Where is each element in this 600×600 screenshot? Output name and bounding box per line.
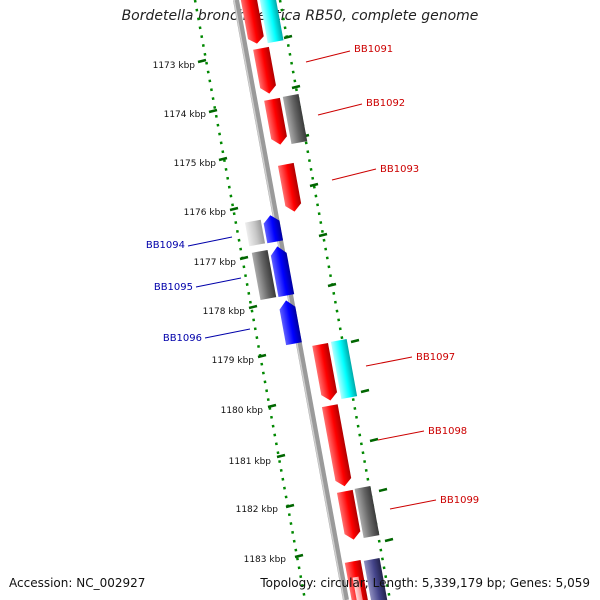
gene-BB1098[interactable] — [321, 404, 353, 488]
right-track-tick — [369, 437, 379, 443]
right-track-tick — [318, 232, 328, 238]
gene-BB1096[interactable] — [278, 299, 302, 346]
scale-tick-label: 1182 kbp — [236, 505, 279, 515]
hit-cyan-partial[interactable] — [258, 0, 284, 44]
right-track-tick — [350, 338, 360, 344]
features — [239, 0, 389, 600]
hit-lightgray-BB1094[interactable] — [244, 219, 266, 247]
gene-label-BB1098[interactable]: BB1098 — [428, 426, 467, 437]
gene-BB1091[interactable] — [253, 46, 277, 95]
leader-line — [305, 50, 351, 63]
scale-tick-label: 1174 kbp — [164, 110, 207, 120]
scale-tick-mark — [276, 453, 286, 459]
forward-gene-labels: BB1091 BB1092 BB1093 BB1097 BB1098 BB109… — [305, 44, 479, 510]
gene-BB1099[interactable] — [336, 489, 362, 541]
scale-tick-mark — [257, 353, 267, 359]
gene-label-BB1097[interactable]: BB1097 — [416, 352, 455, 363]
scale-tick-mark — [197, 58, 207, 64]
hit-gray-BB1095[interactable] — [251, 249, 277, 301]
scale-tick-label: 1180 kbp — [221, 406, 264, 416]
leader-line — [331, 168, 377, 181]
hit-cyan-BB1097[interactable] — [330, 339, 358, 399]
scale-tick-label: 1183 kbp — [244, 555, 287, 565]
gene-label-BB1096[interactable]: BB1096 — [163, 333, 202, 344]
gene-BB1095[interactable] — [269, 245, 295, 298]
leader-line — [365, 356, 413, 367]
hit-gray-BB1099[interactable] — [354, 485, 380, 539]
scale-tick-mark — [208, 108, 218, 114]
gene-BB1097[interactable] — [312, 342, 338, 402]
leader-line — [377, 430, 425, 441]
leader-line — [204, 328, 251, 339]
gene-label-BB1091[interactable]: BB1091 — [354, 44, 393, 55]
leader-line — [389, 499, 437, 510]
gene-BB1092[interactable] — [264, 97, 288, 146]
gene-label-BB1099[interactable]: BB1099 — [440, 495, 479, 506]
gene-label-BB1093[interactable]: BB1093 — [380, 164, 419, 175]
scale-tick-label: 1175 kbp — [174, 159, 217, 169]
scale-tick-label: 1181 kbp — [229, 457, 272, 467]
topology-text: Topology: circular; Length: 5,339,179 bp… — [260, 576, 590, 590]
hit-gray-BB1092[interactable] — [282, 93, 308, 145]
map-title: Bordetella bronchiseptica RB50, complete… — [121, 8, 479, 24]
scale-tick-label: 1179 kbp — [212, 356, 255, 366]
right-track-tick — [309, 182, 319, 188]
hit-navy-partial-bottom[interactable] — [363, 557, 389, 600]
scale-tick-mark — [218, 156, 228, 162]
right-track-tick — [384, 537, 394, 543]
right-track-tick — [283, 34, 293, 40]
scale-tick-marks — [197, 58, 304, 559]
right-track-tick — [327, 282, 337, 288]
leader-line — [195, 277, 242, 288]
gene-BB1094[interactable] — [262, 214, 284, 244]
scale-tick-mark — [267, 403, 277, 409]
accession-text: Accession: NC_002927 — [9, 576, 146, 590]
forward-gene-partial[interactable] — [239, 0, 265, 45]
gene-label-BB1095[interactable]: BB1095 — [154, 282, 193, 293]
backbone-highlight — [233, 0, 345, 600]
scale-tick-mark — [294, 553, 304, 559]
right-track-tick — [360, 388, 370, 394]
leader-line — [317, 103, 363, 116]
scale-tick-label: 1173 kbp — [153, 61, 196, 71]
scale-tick-labels: 1173 kbp 1174 kbp 1175 kbp 1176 kbp 1177… — [153, 61, 287, 565]
right-track-tick — [291, 84, 301, 90]
scale-tick-label: 1178 kbp — [203, 307, 246, 317]
right-track-ticks — [283, 34, 394, 543]
scale-tick-mark — [229, 206, 239, 212]
scale-tick-mark — [285, 503, 295, 509]
scale-tick-mark — [248, 304, 258, 310]
gene-label-BB1092[interactable]: BB1092 — [366, 98, 405, 109]
gene-label-BB1094[interactable]: BB1094 — [146, 240, 185, 251]
leader-line — [187, 236, 233, 247]
gene-BB1093[interactable] — [277, 162, 302, 213]
reverse-gene-labels: BB1094 BB1095 BB1096 — [146, 236, 251, 344]
scale-tick-label: 1176 kbp — [184, 208, 227, 218]
backbone-line — [233, 0, 349, 600]
scale-tick-mark — [239, 255, 249, 261]
scale-tick-label: 1177 kbp — [194, 258, 237, 268]
right-track-tick — [378, 487, 388, 493]
